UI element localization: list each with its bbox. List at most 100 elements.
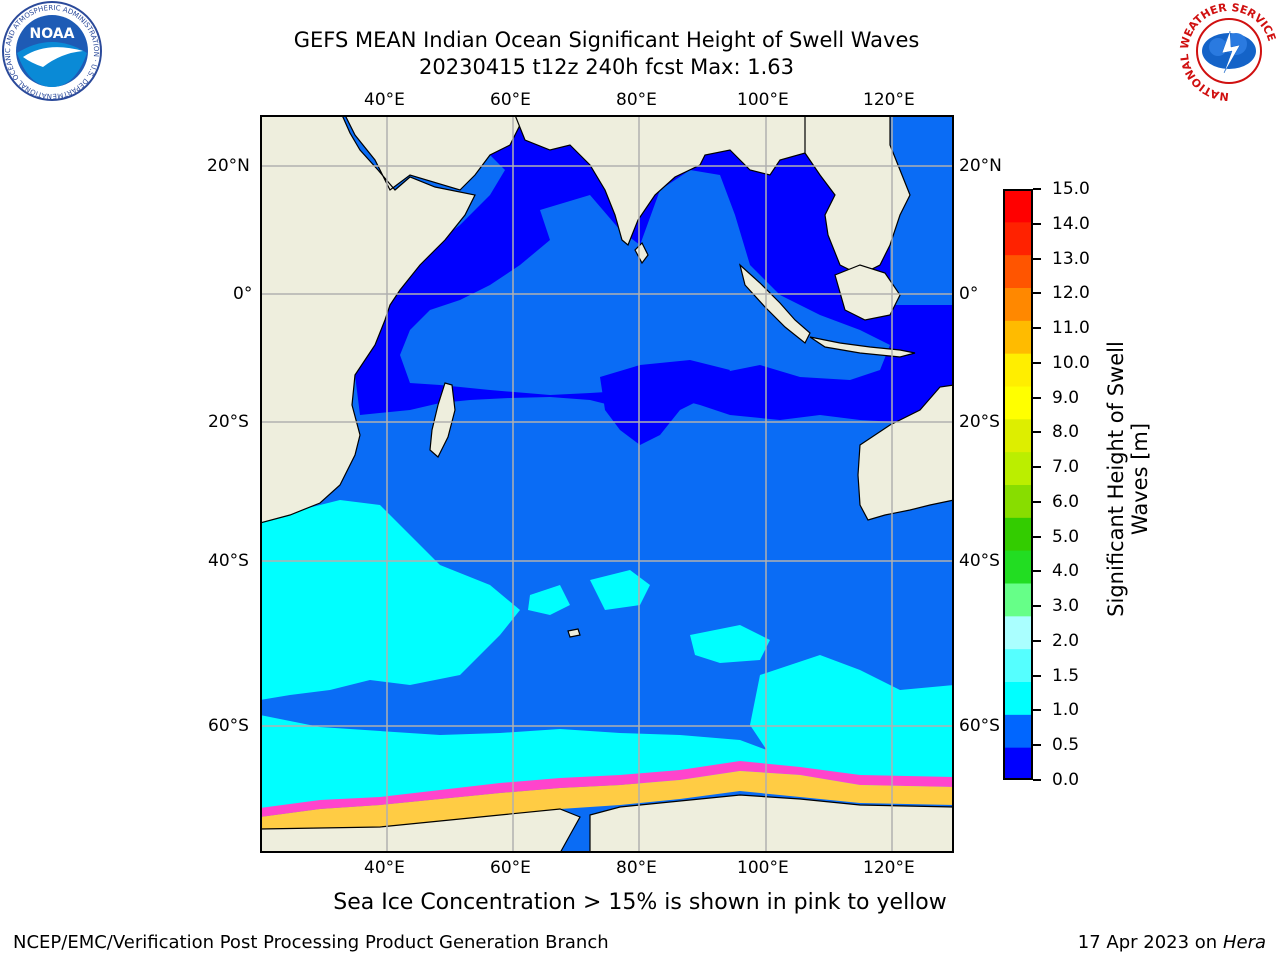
land-kerguelen [567,628,581,638]
colorbar-tick-label: 10.0 [1052,352,1090,373]
colorbar-bin-1 [1003,714,1033,748]
colorbar-bin-11 [1003,386,1033,420]
lat-label-left-20n: 20°N [207,156,250,176]
colorbar-tick-mark [1033,466,1041,469]
swell-cyan-east [750,655,954,783]
land-antarctica [260,794,954,853]
footer-host: Hera [1222,932,1266,953]
colorbar-title-line2: Waves [m] [1128,422,1152,536]
colorbar-tick-mark [1033,535,1041,538]
colorbar-bin-17 [1003,189,1033,223]
lat-label-right-40s: 40°S [959,551,1000,571]
colorbar-tick-label: 0.0 [1052,770,1080,790]
colorbar-tick-label: 0.5 [1052,735,1080,756]
lat-label-left-40s: 40°S [208,551,249,571]
lon-label-bottom-120e: 120°E [863,858,915,878]
colorbar-bin-13 [1003,320,1033,354]
colorbar-bin-8 [1003,484,1033,518]
colorbar-bin-16 [1003,221,1033,256]
colorbar-tick-label: 15.0 [1052,179,1090,199]
lat-label-left-20s: 20°S [208,412,249,432]
land-indochina [804,115,911,276]
colorbar-tick-label: 1.0 [1052,700,1080,721]
colorbar-tick-mark [1033,188,1041,190]
footer-date: 17 Apr 2023 on Hera [1078,932,1266,953]
colorbar-bin-12 [1003,353,1033,387]
colorbar-tick-mark [1033,674,1041,677]
colorbar-bin-6 [1003,550,1033,584]
footer-date-text: 17 Apr 2023 on [1077,932,1223,953]
colorbar-tick-mark [1033,744,1041,747]
colorbar-tick-label: 13.0 [1052,248,1090,269]
colorbar [1003,189,1033,780]
lon-label-bottom-60e: 60°E [490,858,531,878]
colorbar-frame [1003,189,1033,780]
land-borneo [834,264,901,321]
lon-label-top-120e: 120°E [863,90,915,110]
colorbar-tick-mark [1033,431,1041,434]
colorbar-tick-mark [1033,222,1041,225]
nws-logo: NATIONAL WEATHER SERVICE [1178,1,1278,101]
swell-low-patch [600,360,730,445]
colorbar-tick-label: 14.0 [1052,213,1090,234]
lon-label-bottom-40e: 40°E [364,858,405,878]
land-australia [857,384,954,521]
colorbar-tick-label: 3.0 [1052,596,1080,617]
colorbar-tick-mark [1033,361,1041,364]
colorbar-bin-3 [1003,648,1033,682]
colorbar-tick-label: 9.0 [1052,387,1080,408]
land-madagascar [429,382,456,458]
colorbar-bin-4 [1003,615,1033,650]
lat-label-right-60s: 60°S [959,716,1000,736]
lat-label-left-60s: 60°S [208,716,249,736]
colorbar-bin-9 [1003,451,1033,485]
lon-label-top-40e: 40°E [364,90,405,110]
map-title: GEFS MEAN Indian Ocean Significant Heigh… [293,28,920,52]
lon-label-top-80e: 80°E [616,90,657,110]
swell-cyan-west [260,500,520,700]
swell-cyan-mid [690,625,770,663]
lat-label-right-0: 0° [959,284,979,304]
colorbar-tick-label: 2.0 [1052,630,1080,651]
map-subtitle: 20230415 t12z 240h fcst Max: 1.63 [419,55,794,79]
map-frame [260,115,954,853]
sea-ice-yellow [260,771,954,829]
colorbar-tick-label: 4.0 [1052,561,1080,582]
colorbar-bin-0 [1003,747,1033,780]
colorbar-tick-mark [1033,570,1041,573]
colorbar-tick-label: 11.0 [1052,318,1090,339]
colorbar-tick-mark [1033,257,1041,260]
sea-ice-note: Sea Ice Concentration > 15% is shown in … [333,890,947,915]
colorbar-bin-14 [1003,287,1033,321]
colorbar-tick-mark [1033,605,1041,608]
swell-cyan-patch2 [528,585,570,615]
lat-label-right-20s: 20°S [959,412,1000,432]
swell-height-map [260,115,954,853]
colorbar-tick-label: 5.0 [1052,526,1080,547]
colorbar-tick-label: 12.0 [1052,283,1090,304]
colorbar-tick-mark [1033,292,1041,295]
colorbar-tick-label: 1.5 [1052,665,1080,686]
colorbar-bin-2 [1003,681,1033,715]
noaa-logo: NATIONAL OCEANIC AND ATMOSPHERIC ADMINIS… [1,1,102,101]
lon-label-bottom-100e: 100°E [737,858,789,878]
swell-mid-north [400,170,890,395]
colorbar-title: Significant Height of Swell Waves [m] [1104,309,1152,649]
land-sumatra [738,263,811,344]
colorbar-tick-mark [1033,779,1041,781]
colorbar-tick-mark [1033,709,1041,712]
lon-label-top-100e: 100°E [737,90,789,110]
colorbar-tick-mark [1033,639,1041,642]
land-java [809,336,916,358]
colorbar-bin-15 [1003,254,1033,288]
colorbar-tick-mark [1033,327,1041,330]
lon-label-bottom-80e: 80°E [616,858,657,878]
colorbar-bin-5 [1003,583,1033,617]
colorbar-tick-label: 7.0 [1052,457,1080,478]
lat-label-right-20n: 20°N [959,156,1002,176]
lat-label-left-0: 0° [233,284,253,304]
colorbar-tick-label: 6.0 [1052,491,1080,512]
footer-credit: NCEP/EMC/Verification Post Processing Pr… [13,932,609,953]
colorbar-title-line1: Significant Height of Swell [1104,341,1128,617]
colorbar-bin-10 [1003,418,1033,453]
